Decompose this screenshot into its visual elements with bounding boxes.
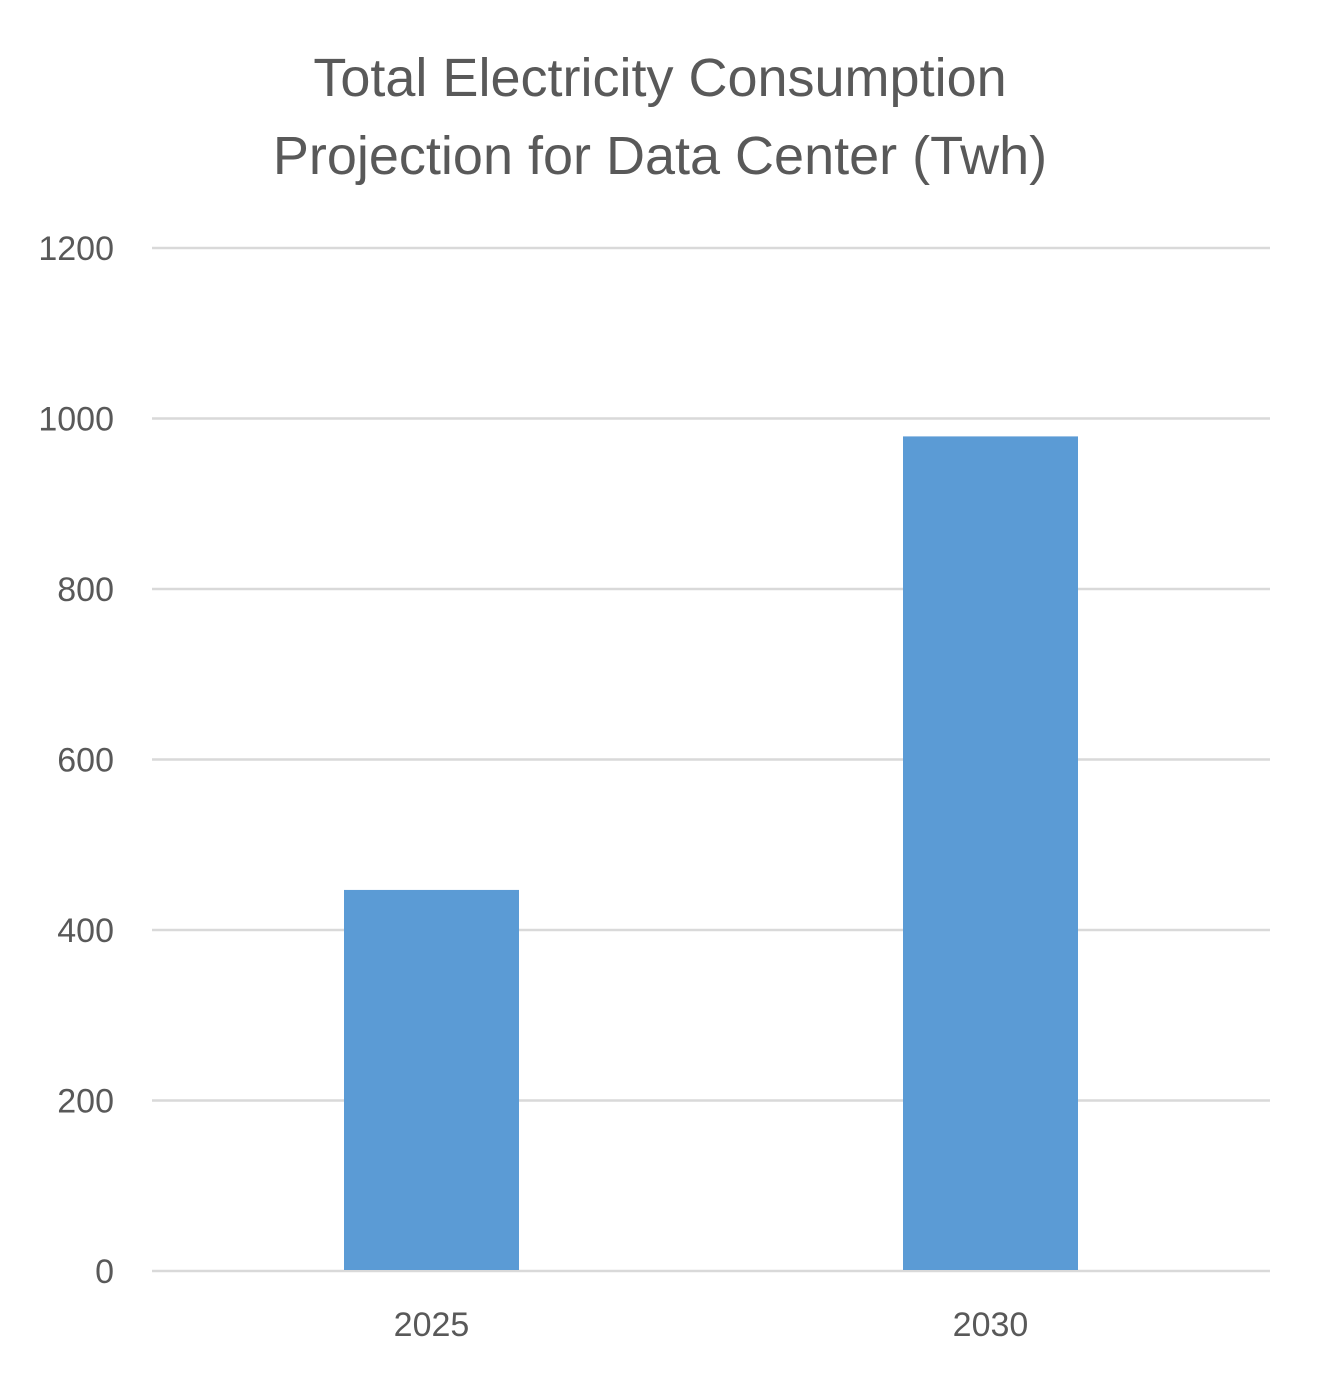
y-tick-label: 1000 <box>38 401 114 439</box>
y-tick-label: 200 <box>57 1083 114 1121</box>
y-tick-label: 400 <box>57 912 114 950</box>
chart-title-line-1: Total Electricity Consumption <box>313 48 1006 108</box>
y-tick-label: 800 <box>57 571 114 609</box>
y-axis-tick-labels: 0 200 400 600 800 1000 1200 <box>38 230 114 1291</box>
y-tick-label: 600 <box>57 742 114 780</box>
gridlines <box>152 246 1270 1273</box>
chart-title-line-2: Projection for Data Center (Twh) <box>273 126 1047 186</box>
bars <box>344 436 1078 1271</box>
x-axis-tick-labels: 2025 2030 <box>394 1306 1029 1344</box>
bar-2025 <box>344 889 519 1270</box>
x-tick-label: 2025 <box>394 1306 470 1344</box>
y-tick-label: 1200 <box>38 230 114 268</box>
bar-2030 <box>903 436 1078 1271</box>
y-tick-label: 0 <box>95 1253 114 1291</box>
x-tick-label: 2030 <box>953 1306 1029 1344</box>
